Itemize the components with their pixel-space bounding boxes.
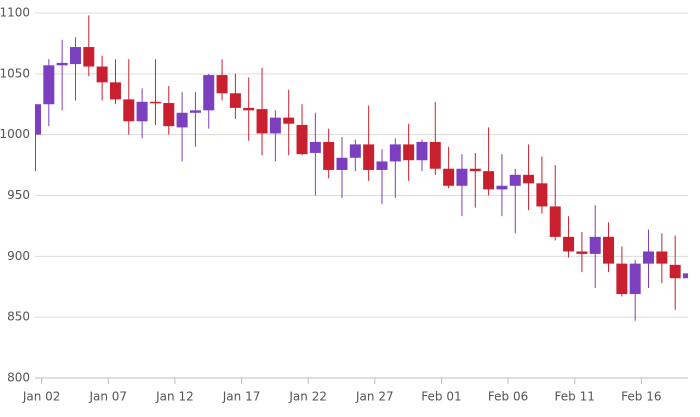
candle-body: [469, 168, 481, 172]
y-tick-label: 950: [7, 188, 30, 202]
x-tick-label: Feb 16: [621, 390, 661, 404]
candle-body: [403, 144, 415, 161]
candle-body: [203, 75, 215, 111]
candle-body: [483, 171, 495, 190]
candle-body: [576, 251, 588, 254]
candle-body: [176, 112, 188, 128]
candle-body: [456, 168, 468, 186]
candle-body: [443, 168, 455, 186]
candle-body: [229, 93, 241, 108]
candle-body: [509, 174, 521, 186]
x-tick-label: Jan 27: [355, 390, 394, 404]
y-tick-label: 900: [7, 249, 30, 263]
candle-body: [669, 264, 681, 279]
candle-body: [363, 144, 375, 170]
candle-body: [376, 161, 388, 170]
candle-body: [616, 263, 628, 295]
x-tick-label: Jan 12: [155, 390, 194, 404]
candle-body: [216, 75, 228, 94]
candle-body: [416, 141, 428, 161]
y-tick-label: 1100: [0, 6, 30, 20]
candle-body: [243, 107, 255, 111]
candle-body: [389, 144, 401, 162]
candle-body: [656, 251, 668, 264]
candle-body: [309, 141, 321, 153]
candle-body: [603, 236, 615, 264]
candle-body: [35, 104, 41, 135]
candle-body: [536, 183, 548, 207]
candle-body: [136, 101, 148, 122]
x-tick-label: Jan 02: [22, 390, 61, 404]
candle-body: [336, 157, 348, 170]
x-tick-label: Jan 17: [222, 390, 261, 404]
candle-body: [283, 117, 295, 124]
candle-body: [56, 62, 68, 66]
candle-body: [629, 263, 641, 295]
candle-body: [563, 236, 575, 252]
candle-body: [589, 236, 601, 254]
candle-body: [123, 99, 135, 122]
candle-body: [69, 47, 81, 65]
candle-body: [323, 141, 335, 170]
candle-body: [296, 124, 308, 155]
candle-body: [683, 273, 688, 279]
candle-body: [43, 65, 55, 105]
x-tick-label: Feb 11: [555, 390, 595, 404]
x-tick-label: Feb 06: [488, 390, 528, 404]
candle-body: [643, 251, 655, 264]
y-tick-label: 800: [7, 371, 30, 385]
y-tick-label: 1000: [0, 127, 30, 141]
candle-body: [429, 141, 441, 169]
candle-body: [149, 101, 161, 104]
x-tick-label: Jan 07: [88, 390, 127, 404]
candle-body: [189, 110, 201, 113]
candle-body: [163, 103, 175, 127]
x-tick-label: Feb 01: [421, 390, 461, 404]
candle-body: [496, 185, 508, 190]
candle-body: [109, 82, 121, 100]
candle-body: [83, 47, 95, 67]
candle-body: [523, 174, 535, 184]
candle-body: [256, 109, 268, 134]
x-tick-label: Jan 22: [288, 390, 327, 404]
candle-body: [269, 117, 281, 134]
y-tick-label: 1050: [0, 66, 30, 80]
y-tick-label: 850: [7, 310, 30, 324]
candle-body: [96, 66, 108, 83]
candle-body: [349, 144, 361, 158]
candle-body: [549, 206, 561, 237]
